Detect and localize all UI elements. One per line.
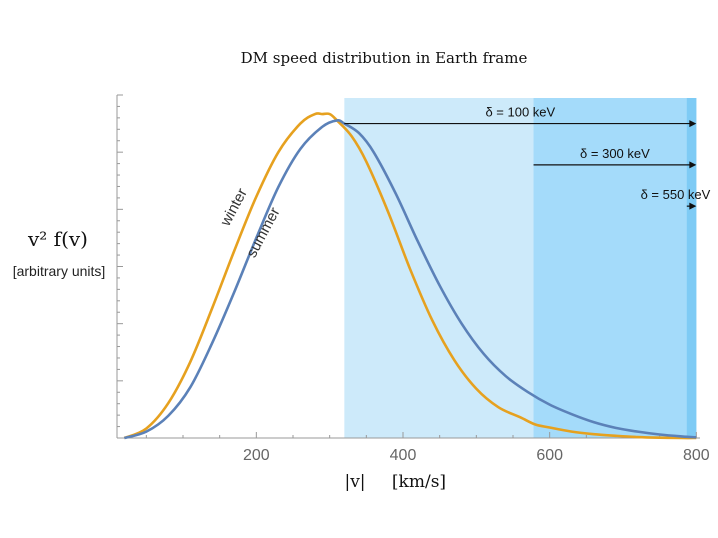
y-ticks <box>117 94 123 439</box>
series-lines <box>123 112 697 440</box>
series-line-winter <box>123 112 697 440</box>
threshold-band-2 <box>533 98 697 438</box>
chart-title: DM speed distribution in Earth frame <box>241 49 528 67</box>
arrowhead <box>689 202 697 210</box>
threshold-bands <box>344 98 697 438</box>
threshold-label-2: δ = 300 keV <box>580 146 650 161</box>
threshold-arrows: δ = 100 keV δ = 300 keV δ = 550 keV <box>344 105 711 210</box>
x-axis-label: |v| <box>344 472 365 492</box>
y-axis <box>116 94 123 439</box>
threshold-label-3: δ = 550 keV <box>641 187 711 202</box>
y-axis-label: v² f(v) <box>27 227 88 251</box>
arrowhead <box>689 161 697 169</box>
x-axis: 200 400 600 800 <box>117 432 710 464</box>
series-line-summer <box>123 119 697 440</box>
x-tick-label: 800 <box>683 447 710 464</box>
threshold-band-3 <box>686 98 697 438</box>
x-tick-label: 200 <box>243 447 270 464</box>
x-axis-units: [km/s] <box>392 472 446 492</box>
x-tick-label: 600 <box>536 447 563 464</box>
x-ticks: 200 400 600 800 <box>145 432 710 464</box>
arrowhead <box>689 120 697 128</box>
y-axis-units: [arbitrary units] <box>13 263 106 279</box>
x-tick-label: 400 <box>390 447 417 464</box>
threshold-label-1: δ = 100 keV <box>485 105 555 120</box>
